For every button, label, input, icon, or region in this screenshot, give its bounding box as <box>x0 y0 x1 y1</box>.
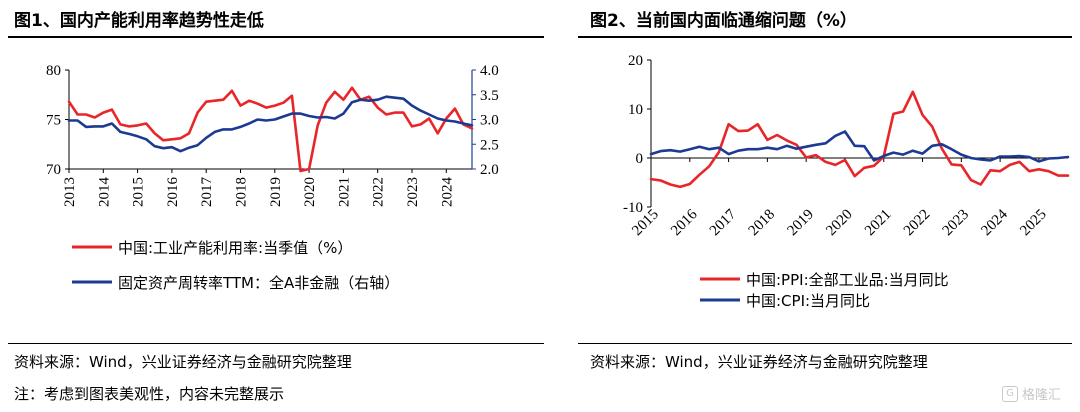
chart1-x-tick-label: 2021 <box>336 177 352 207</box>
chart2-x-tick-label: 2025 <box>1017 207 1050 240</box>
chart1-x-tick-label: 2020 <box>302 177 318 207</box>
source-note-left: 资料来源：Wind，兴业证券经济与金融研究院整理 <box>14 353 352 371</box>
chart1-right-tick-label: 3.0 <box>480 113 499 129</box>
chart1-x-tick-label: 2024 <box>439 177 455 208</box>
chart1-x-tick-label: 2013 <box>62 177 78 207</box>
chart2-footer-rule <box>578 343 1072 344</box>
chart1-x-tick-label: 2022 <box>371 177 387 207</box>
watermark-text: 格隆汇 <box>1022 388 1062 403</box>
chart2-x-tick-label: 2019 <box>784 207 817 240</box>
chart2-x-tick-label: 2024 <box>978 206 1011 239</box>
chart1-x-tick-label: 2015 <box>131 177 147 207</box>
watermark: G 格隆汇 <box>1002 384 1061 403</box>
chart2-y-tick-label: 10 <box>628 102 643 118</box>
chart1-left-tick-label: 75 <box>46 113 61 129</box>
chart2-series-ppi-line <box>649 90 1070 189</box>
chart2-legend-label: 中国:CPI:当月同比 <box>746 292 870 310</box>
chart2-y-tick-label: 0 <box>636 151 644 167</box>
chart1-right-tick-label: 3.5 <box>480 88 499 104</box>
chart1-right-tick-label: 2.5 <box>480 137 499 153</box>
chart2-series-cpi-line <box>649 130 1070 163</box>
chart1-left-tick-label: 70 <box>46 162 61 178</box>
chart1-axes: 80 75 70 4.0 3.5 3.0 2.5 2.0 2013 2014 2015 2016 201… <box>46 63 499 207</box>
chart2-x-tick-label: 2016 <box>668 206 701 239</box>
chart2-x-tick-label: 2023 <box>940 207 973 240</box>
watermark-logo-icon: G <box>1002 385 1018 402</box>
chart2-title: 图2、当前国内面临通缩问题（%） <box>590 11 857 31</box>
display-note: 注：考虑到图表美观性，内容未完整展示 <box>14 385 285 403</box>
chart1-series-asset-turnover-line <box>67 95 474 153</box>
chart1-title: 图1、国内产能利用率趋势性走低 <box>14 11 264 31</box>
chart1-right-tick-label: 4.0 <box>480 63 499 79</box>
chart1-x-tick-label: 2023 <box>405 177 421 207</box>
chart2-legend-label: 中国:PPI:全部工业品:当月同比 <box>746 271 949 289</box>
chart1-series <box>67 86 474 173</box>
chart1-title-rule <box>8 36 544 38</box>
chart1-x-tick-label: 2019 <box>268 177 284 207</box>
chart1-x-tick-label: 2016 <box>165 177 181 208</box>
chart1-series-capacity-utilization-line <box>67 86 474 173</box>
chart2-x-tick-label: 2017 <box>707 206 740 239</box>
chart1-legend-label: 固定资产周转率TTM：全A非金融（右轴） <box>118 274 399 292</box>
chart1-x-tick-label: 2018 <box>233 177 249 207</box>
chart2-title-rule <box>578 36 1072 38</box>
chart2-x-tick-label: 2021 <box>862 207 895 240</box>
source-note-right: 资料来源：Wind，兴业证券经济与金融研究院整理 <box>590 353 928 371</box>
chart2-x-tick-label: 2018 <box>746 207 779 240</box>
chart1-legend: 中国:工业产能利用率:当季值（%） 固定资产周转率TTM：全A非金融（右轴） <box>72 239 399 292</box>
chart2-series <box>649 90 1070 189</box>
chart2-y-tick-label: -10 <box>623 200 643 216</box>
chart1-right-tick-label: 2.0 <box>480 162 499 178</box>
chart1-footer-rule <box>8 343 544 344</box>
chart1-x-tick-label: 2014 <box>96 177 112 208</box>
chart2-x-tick-label: 2020 <box>823 207 856 240</box>
chart2-x-tick-label: 2022 <box>901 207 934 240</box>
chart1-x-tick-label: 2017 <box>199 177 215 208</box>
chart1-left-tick-label: 80 <box>46 63 61 79</box>
chart2-y-tick-label: 20 <box>628 53 643 69</box>
chart1-legend-label: 中国:工业产能利用率:当季值（%） <box>118 239 352 257</box>
